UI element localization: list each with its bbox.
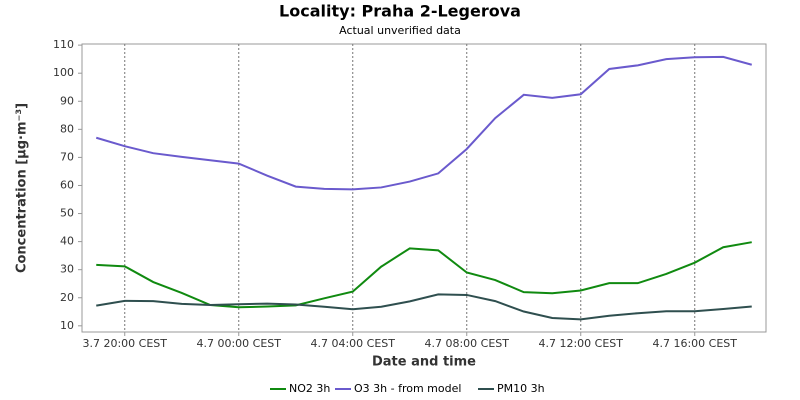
series-line [96,293,752,321]
series-line [96,241,752,309]
chart-title: Locality: Praha 2-Legerova [279,2,521,21]
legend-label: PM10 3h [497,382,545,395]
y-tick-label: 10 [60,319,74,332]
legend-label: O3 3h - from model [354,382,461,395]
chart-subtitle: Actual unverified data [339,24,461,37]
x-tick-label: 4.7 00:00 CEST [196,337,281,350]
y-tick-label: 30 [60,263,74,276]
y-tick-label: 20 [60,291,74,304]
y-tick-label: 80 [60,122,74,135]
x-tick-label: 4.7 16:00 CEST [652,337,737,350]
plot-area [81,43,767,333]
x-tick-label: 3.7 20:00 CEST [82,337,167,350]
y-tick-label: 100 [53,66,74,79]
y-tick-label: 70 [60,150,74,163]
series-line [95,55,753,191]
x-tick-label: 4.7 08:00 CEST [424,337,509,350]
y-tick-label: 90 [60,94,74,107]
y-tick-label: 110 [53,38,74,51]
y-tick-label: 40 [60,235,74,248]
y-tick-label: 50 [60,207,74,220]
x-tick-label: 4.7 04:00 CEST [310,337,395,350]
y-axis-label: Concentration [µg·m⁻³] [15,103,30,273]
legend-label: NO2 3h [289,382,330,395]
x-axis-label: Date and time [372,355,476,370]
x-tick-label: 4.7 12:00 CEST [538,337,623,350]
y-tick-label: 60 [60,178,74,191]
